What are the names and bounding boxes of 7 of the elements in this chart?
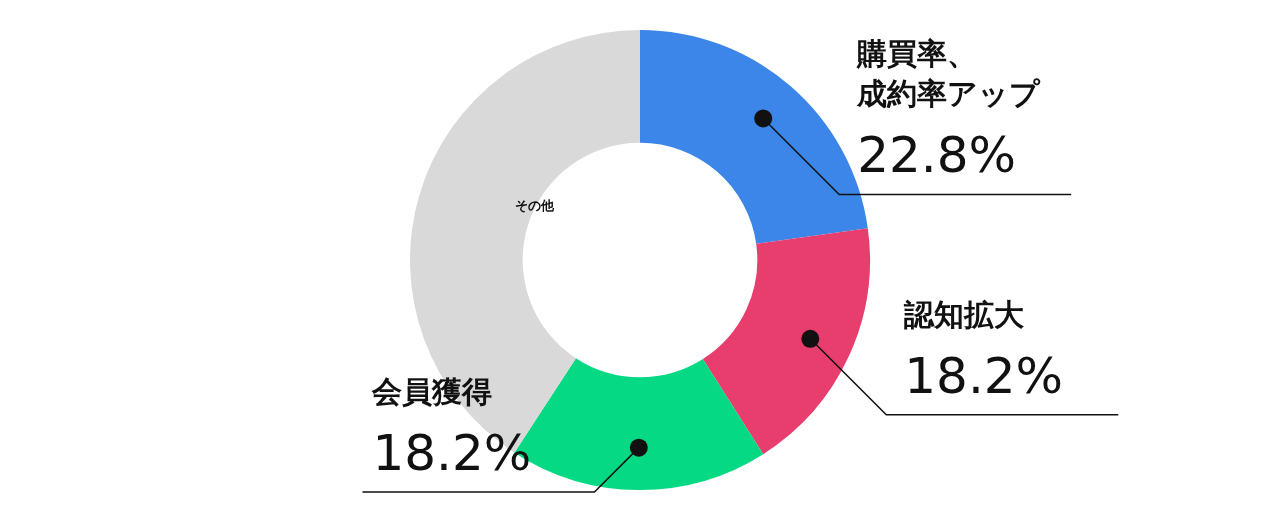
- slice-label: その他: [515, 198, 556, 214]
- data-label: 22.8%: [857, 126, 1017, 185]
- slice-label: 認知拡大: [903, 296, 1026, 332]
- slice-label: 購買率、成約率アップ: [856, 36, 1042, 112]
- data-label: 18.2%: [372, 424, 532, 482]
- data-label: 18.2%: [904, 346, 1064, 405]
- slice-label: 会員獲得: [371, 374, 493, 409]
